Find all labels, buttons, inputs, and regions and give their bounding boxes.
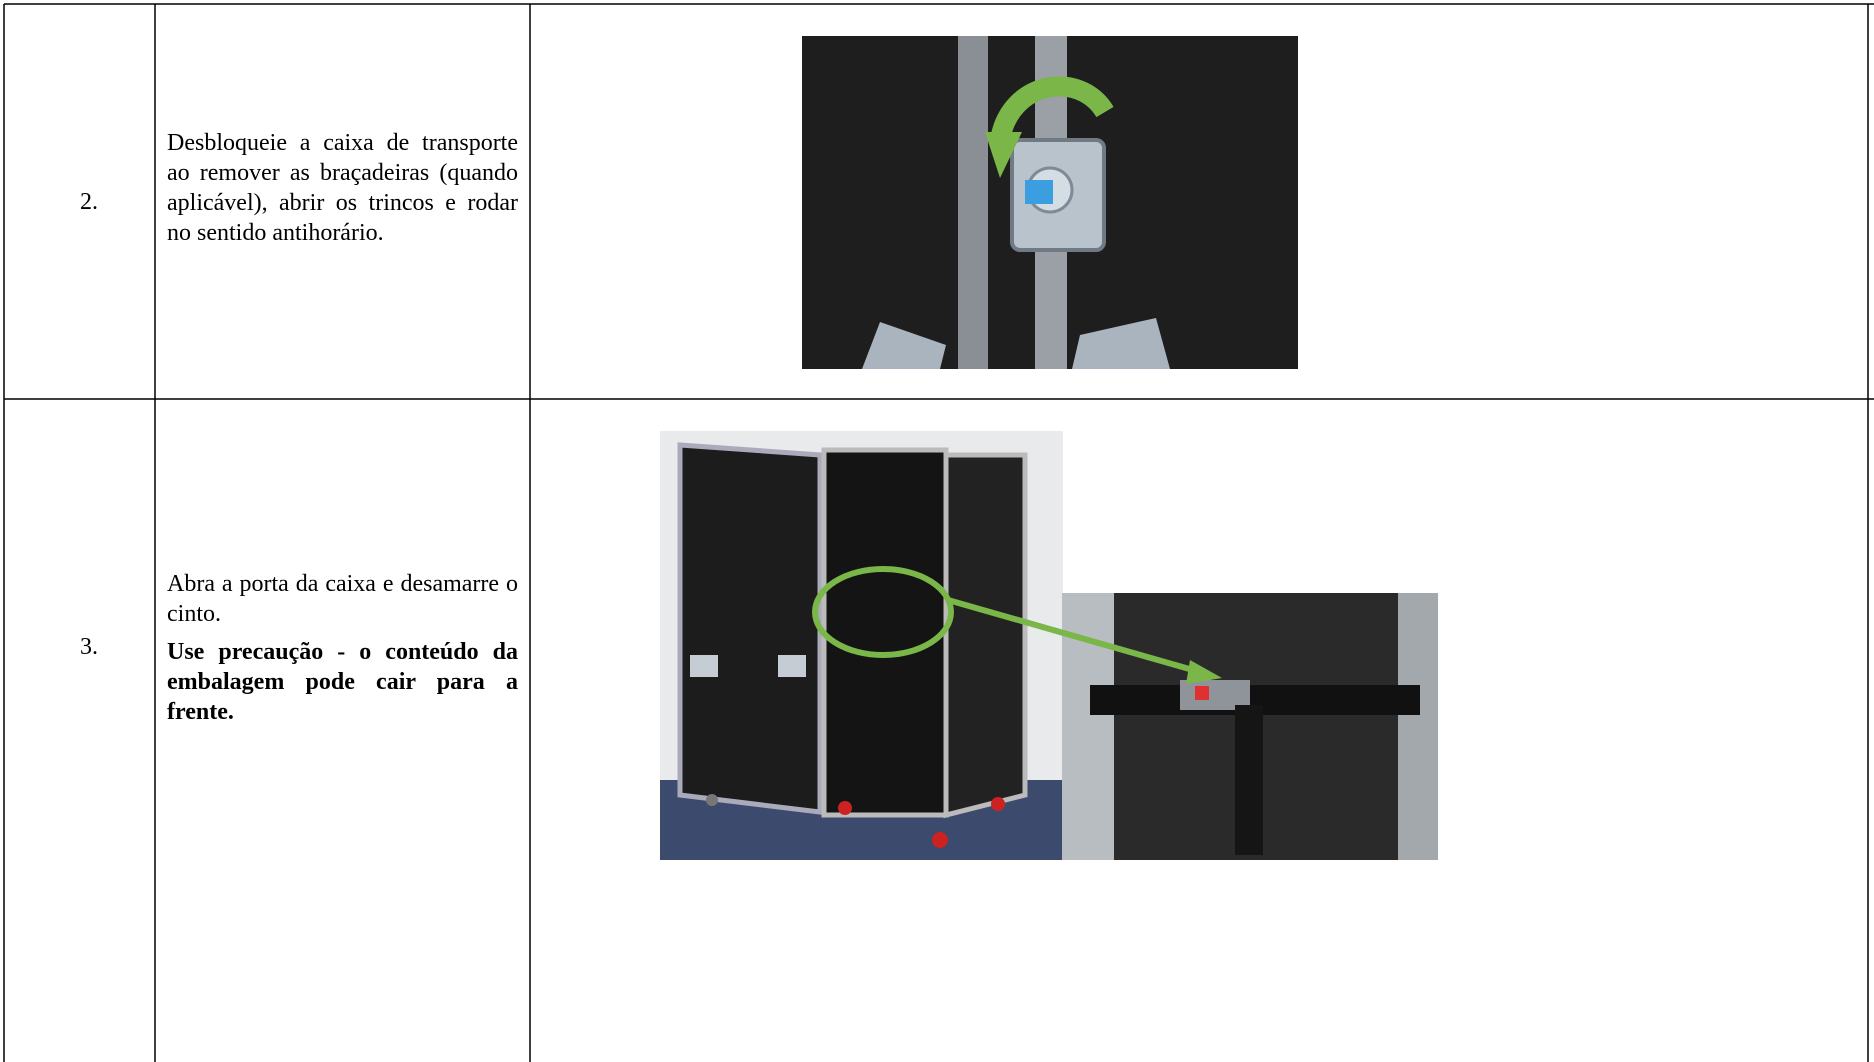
step-text: Desbloqueie a caixa de transporte ao rem… xyxy=(167,128,518,256)
photo-latch xyxy=(802,36,1298,369)
step-text: Abra a porta da caixa e desamarre o cint… xyxy=(167,569,518,735)
warning-paragraph: Use precaução - o conteúdo da embalagem … xyxy=(167,639,518,725)
step-number: 3. xyxy=(80,634,98,660)
table-borders xyxy=(3,3,1874,1062)
step-number: 2. xyxy=(80,189,98,215)
photo-case xyxy=(660,431,1063,860)
paragraph: Abra a porta da caixa e desamarre o cint… xyxy=(167,571,518,627)
photo-strap xyxy=(947,593,1438,860)
paragraph: Desbloqueie a caixa de transporte ao rem… xyxy=(167,130,518,246)
